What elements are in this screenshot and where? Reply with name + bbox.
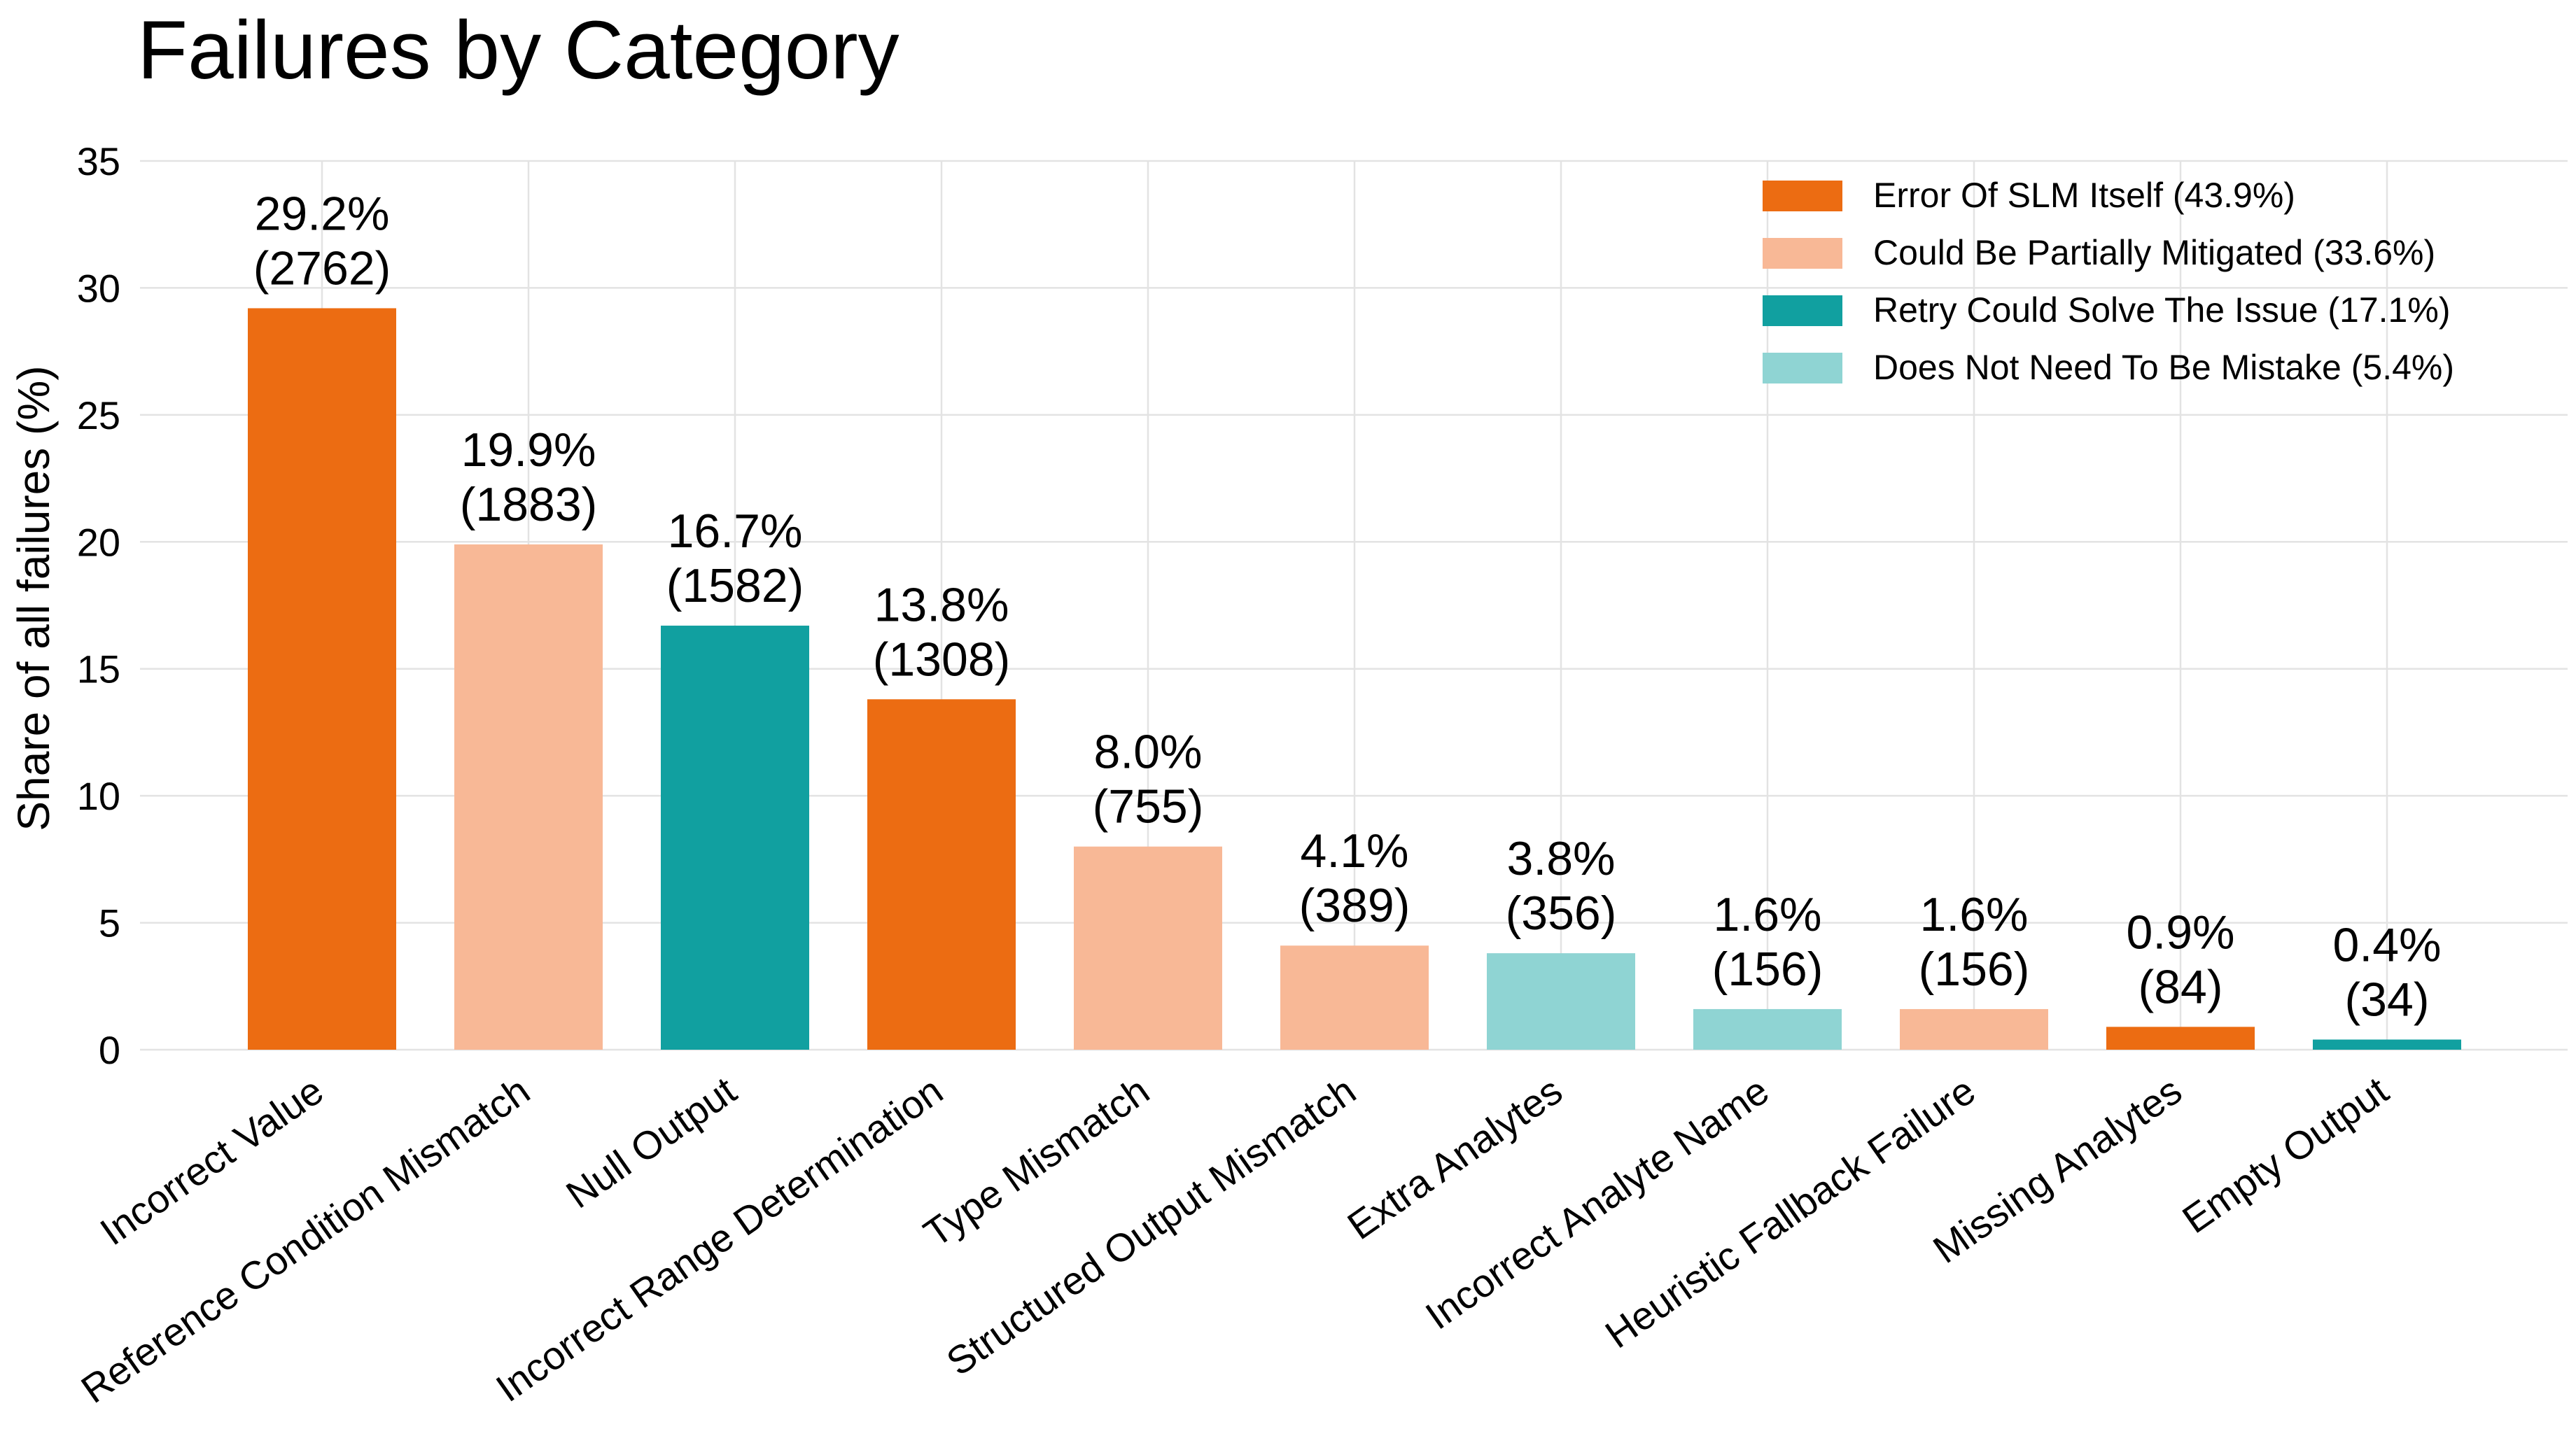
bar-value-label: 0.4% — [2333, 918, 2442, 971]
bar-count-label: (1883) — [460, 478, 598, 531]
x-tick-label: Incorrect Analyte Name — [1418, 1068, 1777, 1337]
bar-value-label: 1.6% — [1714, 888, 1822, 941]
legend-swatch — [1763, 295, 1842, 326]
bar-count-label: (356) — [1506, 887, 1617, 940]
bar-value-label: 1.6% — [1920, 888, 2029, 941]
bar-value-label: 0.9% — [2127, 906, 2235, 959]
data-label-layer: 29.2%(2762)19.9%(1883)16.7%(1582) 13.8%(1… — [253, 187, 2442, 1026]
bar — [248, 308, 396, 1050]
y-tick-label: 30 — [77, 266, 120, 310]
bar — [661, 626, 809, 1050]
bar-value-label: 16.7% — [668, 505, 803, 558]
bar — [867, 699, 1016, 1050]
bar — [2313, 1039, 2461, 1050]
bar-count-label: (156) — [1919, 943, 2030, 996]
bar — [1487, 953, 1635, 1050]
bar — [2106, 1027, 2255, 1050]
bar — [454, 544, 603, 1050]
legend-swatch — [1763, 353, 1842, 383]
bar-count-label: (34) — [2345, 973, 2430, 1026]
y-tick-label: 0 — [99, 1028, 120, 1072]
legend-label: Error Of SLM Itself (43.9%) — [1873, 176, 2295, 215]
bar-count-label: (156) — [1712, 943, 1823, 996]
legend-swatch — [1763, 181, 1842, 211]
y-tick-label: 20 — [77, 520, 120, 564]
bar-value-label: 19.9% — [461, 423, 596, 477]
bar — [1074, 846, 1222, 1050]
y-axis-ticks: 0 5 10 15 20 25 30 35 — [77, 139, 120, 1072]
y-tick-label: 5 — [99, 901, 120, 945]
bar-count-label: (755) — [1093, 780, 1204, 833]
bar-count-label: (2762) — [253, 241, 391, 295]
x-tick-label: Heuristic Fallback Failure — [1597, 1068, 1983, 1356]
legend-label: Could Be Partially Mitigated (33.6%) — [1873, 233, 2435, 272]
bar — [1900, 1008, 2048, 1050]
bar — [1693, 1008, 1842, 1050]
y-tick-label: 35 — [77, 139, 120, 183]
y-tick-label: 15 — [77, 647, 120, 691]
bar-count-label: (1582) — [666, 559, 804, 612]
x-tick-label: Empty Output — [2174, 1068, 2396, 1241]
y-tick-label: 25 — [77, 393, 120, 437]
bar — [1280, 945, 1429, 1050]
legend-label: Does Not Need To Be Mistake (5.4%) — [1873, 348, 2454, 387]
bar-value-label: 4.1% — [1301, 824, 1409, 878]
bar-value-label: 29.2% — [255, 187, 390, 240]
legend-swatch — [1763, 238, 1842, 269]
bar-value-label: 13.8% — [874, 578, 1009, 631]
legend-label: Retry Could Solve The Issue (17.1%) — [1873, 290, 2450, 330]
x-tick-label: Null Output — [558, 1068, 744, 1217]
bar-value-label: 8.0% — [1094, 726, 1203, 779]
y-tick-label: 10 — [77, 774, 120, 818]
bar-layer — [248, 308, 2461, 1050]
y-axis-label: Share of all failures (%) — [8, 365, 59, 831]
bar-count-label: (84) — [2138, 960, 2223, 1013]
bar-value-label: 3.8% — [1507, 832, 1616, 885]
bar-count-label: (1308) — [873, 633, 1011, 686]
chart-title: Failures by Category — [137, 4, 899, 97]
x-tick-label: Structured Output Mismatch — [939, 1068, 1364, 1384]
bar-count-label: (389) — [1299, 879, 1410, 932]
legend: Error Of SLM Itself (43.9%) Could Be Part… — [1763, 176, 2454, 387]
